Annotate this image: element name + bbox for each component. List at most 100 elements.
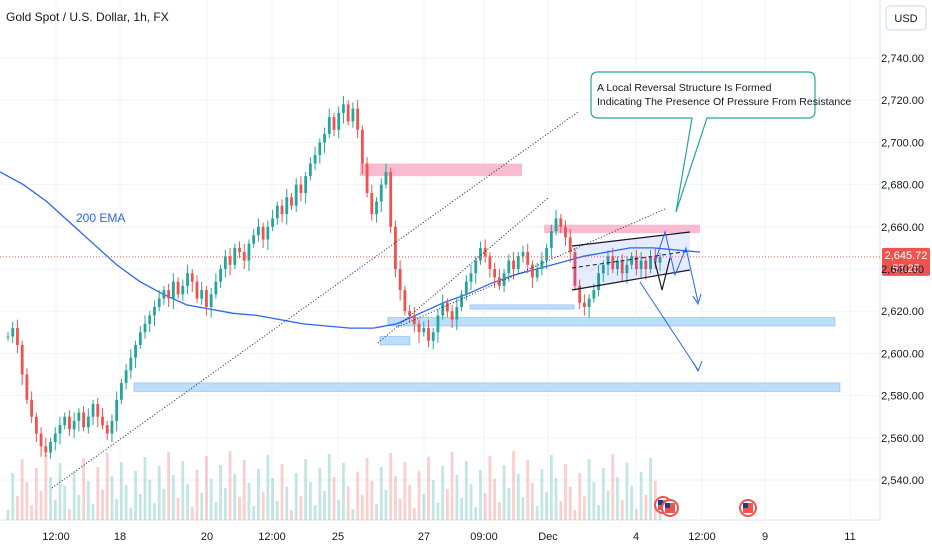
candle-body xyxy=(479,247,482,261)
candle-body xyxy=(280,205,284,215)
y-tick-label: 2,720.00 xyxy=(881,95,924,107)
candle-body xyxy=(578,285,582,303)
candle-body xyxy=(20,344,24,375)
candle-body xyxy=(535,269,539,278)
candle-body xyxy=(408,311,412,316)
volume-bar xyxy=(512,451,515,520)
volume-bar xyxy=(384,490,388,520)
candle-body xyxy=(427,328,430,341)
volume-bar xyxy=(634,509,638,520)
x-tick-label: 9 xyxy=(762,531,768,543)
volume-bar xyxy=(394,476,397,520)
volume-bar xyxy=(228,451,232,520)
volume-bar xyxy=(290,510,293,520)
candle-body xyxy=(219,269,223,282)
volume-bar xyxy=(483,493,487,520)
volume-bar xyxy=(82,458,86,520)
candle-body xyxy=(223,256,227,269)
volume-bar xyxy=(16,496,19,520)
candle-body xyxy=(483,247,487,257)
volume-bar xyxy=(313,505,317,520)
candle-body xyxy=(299,184,303,194)
volume-bar xyxy=(238,497,241,520)
projection-arrowhead xyxy=(692,360,703,373)
y-tick-label: 2,680.00 xyxy=(881,180,924,192)
candle-body xyxy=(526,252,530,265)
volume-bar xyxy=(20,459,24,520)
grid xyxy=(0,0,880,520)
candle-body xyxy=(233,247,237,265)
volume-bar xyxy=(554,478,558,520)
candle-body xyxy=(379,184,383,202)
candle-body xyxy=(630,256,634,265)
candle-body xyxy=(209,294,213,307)
candle-body xyxy=(549,231,553,248)
volume-bar xyxy=(427,457,430,520)
volume-bar xyxy=(186,484,189,520)
volume-bar xyxy=(389,453,393,520)
candle-body xyxy=(342,104,345,113)
event-icons xyxy=(654,496,757,517)
candle-body xyxy=(304,176,308,194)
candle-body xyxy=(644,260,648,269)
candle-body xyxy=(190,273,194,282)
volume-bar xyxy=(124,485,128,520)
volume-bar xyxy=(464,461,468,520)
candle-body xyxy=(346,104,350,122)
candle-body xyxy=(247,243,251,261)
last-price-value: 2,645.72 xyxy=(885,250,928,262)
ema-line xyxy=(0,171,701,329)
candle-body xyxy=(469,273,473,282)
volume-bar xyxy=(308,482,312,520)
flag-canton xyxy=(658,500,663,505)
candle-body xyxy=(110,420,114,434)
volume-bar xyxy=(606,491,610,520)
volume-bar xyxy=(167,452,171,520)
candle-body xyxy=(592,290,596,299)
trend-line xyxy=(377,197,549,344)
candle-body xyxy=(455,306,459,320)
zone xyxy=(133,382,841,392)
annotation-callout[interactable]: A Local Reversal Structure Is Formed Ind… xyxy=(590,71,851,213)
volume-bar xyxy=(214,502,218,520)
volume-bar xyxy=(403,462,407,520)
candle-body xyxy=(266,226,270,240)
candle-body xyxy=(101,416,104,426)
candle-body xyxy=(53,433,57,443)
volume-bar xyxy=(507,488,511,520)
volume-bar xyxy=(86,481,90,520)
volume-bar xyxy=(611,454,615,520)
candle-body xyxy=(290,197,293,206)
volume-bar xyxy=(101,490,104,520)
flag-canton xyxy=(665,503,670,508)
volume-bar xyxy=(620,500,624,520)
candle-body xyxy=(68,416,71,430)
candle-body xyxy=(16,328,19,345)
candle-body xyxy=(313,155,317,164)
candle-body xyxy=(625,264,629,274)
candle-body xyxy=(516,256,520,269)
candle-body xyxy=(186,273,189,286)
candle-body xyxy=(611,256,615,269)
volume-bar xyxy=(412,508,416,520)
candle-body xyxy=(606,256,610,265)
candle-body xyxy=(356,108,360,130)
volume-bar xyxy=(190,507,194,520)
volume-bar xyxy=(323,491,326,520)
x-tick-label: 12:00 xyxy=(688,531,716,543)
volume-bar xyxy=(233,474,237,520)
candle-body xyxy=(167,290,171,299)
currency-button[interactable] xyxy=(885,5,927,31)
volume-bar xyxy=(488,456,492,520)
volume-bar xyxy=(526,460,530,520)
candle-body xyxy=(176,281,180,295)
candle-body xyxy=(601,264,605,274)
volume-bar xyxy=(275,501,279,520)
candle-body xyxy=(39,433,43,447)
candle-body xyxy=(86,416,90,428)
volume-bar xyxy=(502,465,506,520)
candle-body xyxy=(502,273,506,286)
candle-body xyxy=(119,382,123,400)
volume-bar xyxy=(119,462,123,520)
